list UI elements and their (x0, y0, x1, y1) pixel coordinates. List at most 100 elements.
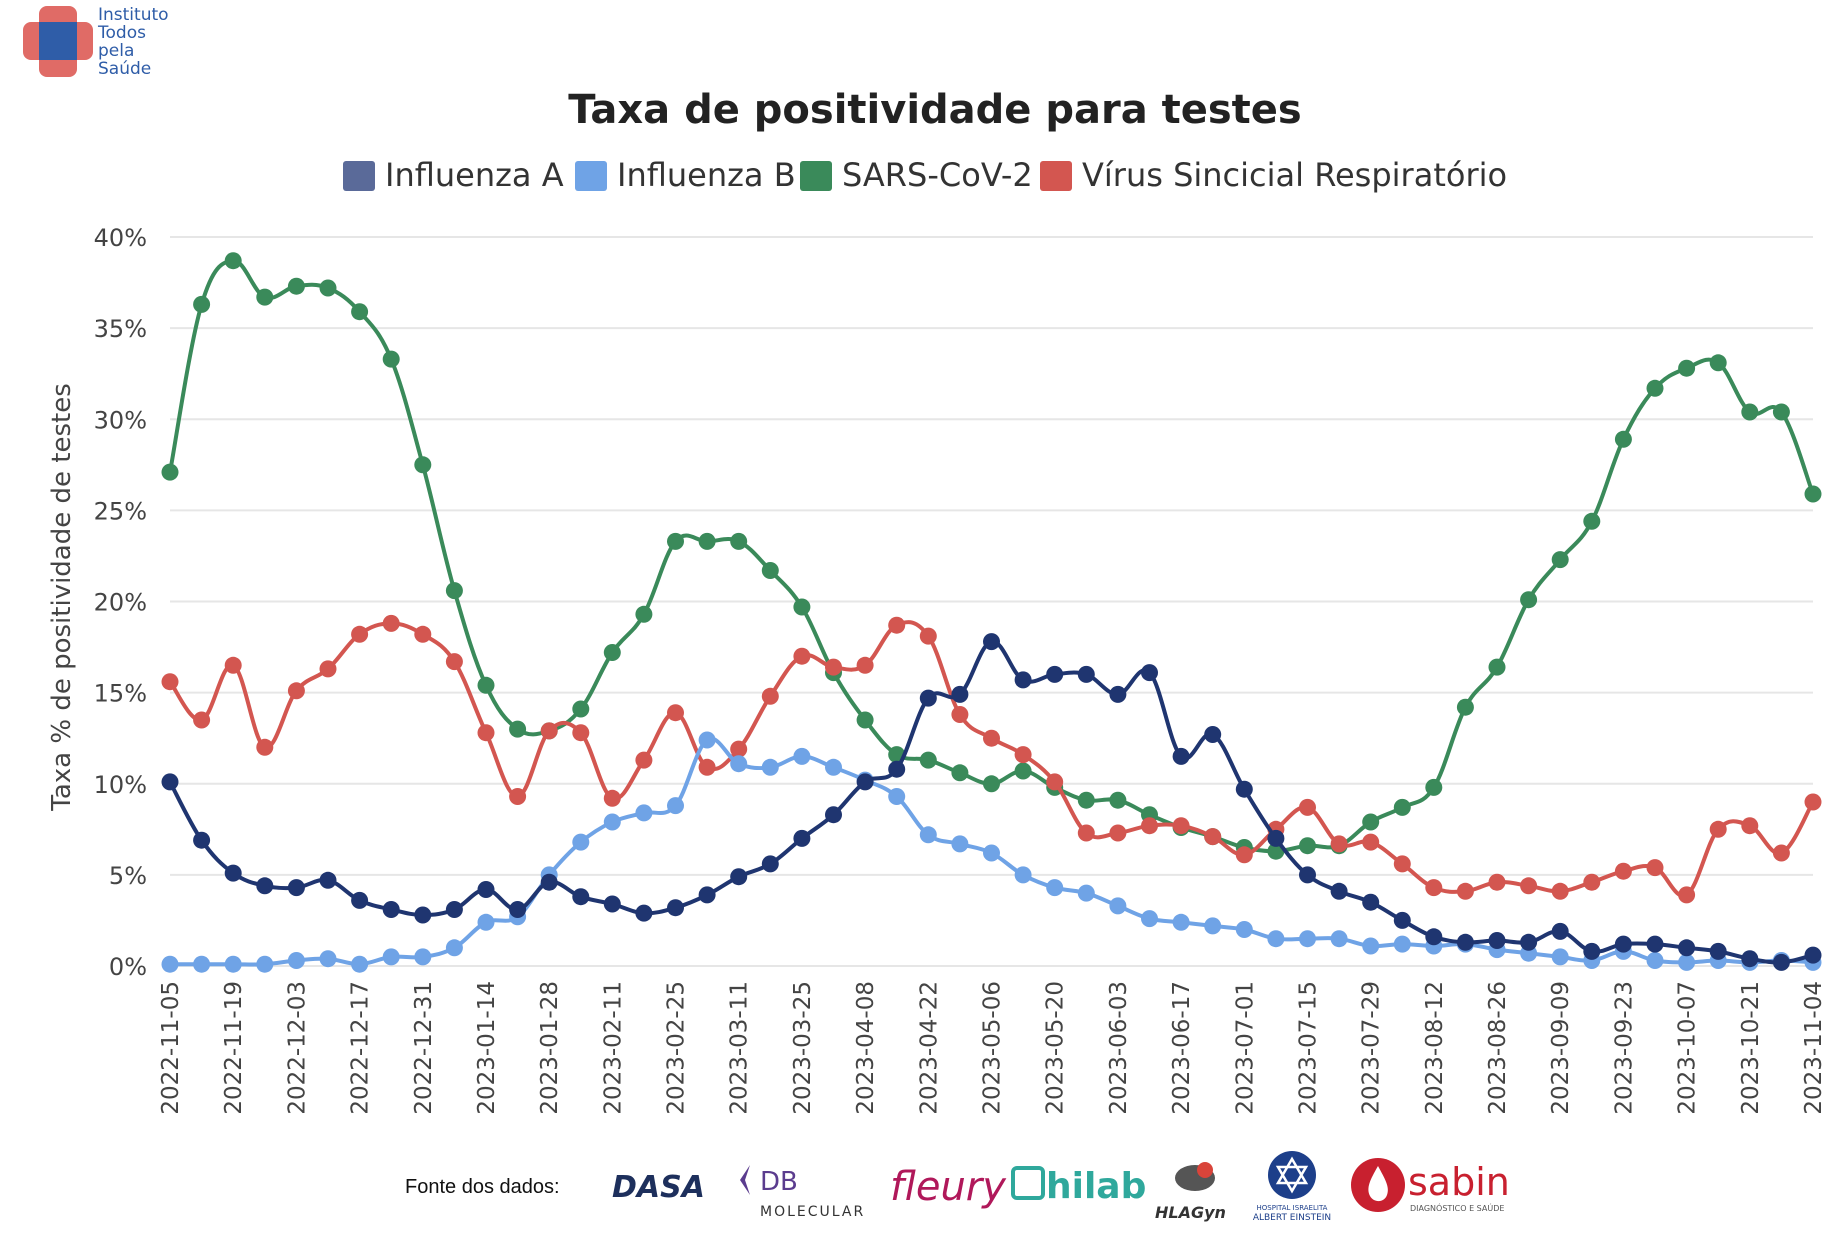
data-point-sars-cov-2 (1741, 403, 1759, 421)
y-tick-label: 10% (94, 771, 147, 799)
data-point-influenza-b (193, 955, 211, 973)
legend-label-sars-cov-2: SARS-CoV-2 (842, 156, 1033, 194)
data-point-virus-sincicial-respiratorio (983, 729, 1000, 747)
data-point-influenza-a (1267, 829, 1285, 847)
legend-swatch-sars-cov-2 (800, 161, 832, 191)
data-point-influenza-a (761, 855, 779, 873)
data-point-virus-sincicial-respiratorio (1709, 820, 1727, 838)
data-point-sars-cov-2 (1520, 591, 1538, 609)
data-point-influenza-a (224, 864, 242, 882)
y-axis-ticks: 0% 5% 10% 15% 20% 25% 30% 35% 40% (94, 224, 147, 981)
data-point-influenza-b (256, 955, 274, 973)
data-point-virus-sincicial-respiratorio (1646, 859, 1664, 877)
hilab-logo: hilab (1011, 1166, 1146, 1207)
y-tick-label: 5% (109, 862, 147, 890)
data-point-influenza-b (1109, 897, 1127, 915)
data-point-sars-cov-2 (1425, 778, 1443, 796)
y-axis-label: Taxa % de positividade de testes (47, 383, 77, 811)
data-point-influenza-a (572, 888, 590, 906)
x-tick-label: 2023-01-28 (537, 981, 563, 1115)
data-point-virus-sincicial-respiratorio (1678, 886, 1696, 904)
data-point-influenza-b (414, 948, 432, 966)
data-point-sars-cov-2 (1583, 512, 1601, 530)
data-point-virus-sincicial-respiratorio (635, 751, 653, 769)
data-point-influenza-a (1362, 893, 1380, 911)
sabin-drop (1368, 1166, 1388, 1202)
data-point-influenza-b (445, 939, 463, 957)
db-molecular-logo: DB MOLECULAR (740, 1165, 863, 1220)
x-tick-label: 2023-11-04 (1801, 981, 1827, 1115)
data-point-influenza-a (1425, 928, 1443, 946)
data-point-influenza-b (1267, 930, 1285, 948)
data-point-virus-sincicial-respiratorio (414, 625, 432, 643)
data-point-influenza-a (477, 881, 495, 898)
series-line-sars-cov-2 (168, 258, 1815, 854)
data-point-virus-sincicial-respiratorio (161, 673, 179, 691)
data-point-influenza-a (1204, 726, 1222, 743)
x-tick-label: 2023-05-06 (980, 981, 1006, 1115)
einstein-logo: HOSPITAL ISRAELITA ALBERT EINSTEIN (1253, 1151, 1331, 1223)
data-point-influenza-b (1330, 930, 1348, 948)
data-point-virus-sincicial-respiratorio (919, 627, 937, 645)
data-point-virus-sincicial-respiratorio (256, 738, 274, 756)
data-point-virus-sincicial-respiratorio (224, 656, 242, 674)
data-point-sars-cov-2 (193, 295, 211, 313)
data-point-sars-cov-2 (1456, 698, 1474, 716)
data-point-virus-sincicial-respiratorio (761, 687, 779, 705)
einstein-mark (1268, 1151, 1316, 1199)
data-point-sars-cov-2 (382, 350, 400, 368)
data-point-influenza-a (351, 891, 369, 909)
data-point-influenza-a (983, 633, 1000, 651)
data-point-influenza-b (888, 788, 906, 805)
institute-logo: Instituto Todos pela Saúde (23, 5, 169, 79)
institute-name-line-3: pela (98, 41, 134, 61)
y-tick-label: 35% (94, 315, 147, 343)
data-point-sars-cov-2 (224, 252, 242, 270)
x-tick-label: 2023-06-17 (1169, 981, 1195, 1115)
data-point-influenza-a (698, 886, 716, 904)
data-point-virus-sincicial-respiratorio (351, 625, 369, 643)
db-molecular-logo-text: DB (760, 1167, 798, 1197)
data-point-sars-cov-2 (256, 288, 274, 306)
data-point-sars-cov-2 (1393, 798, 1411, 816)
data-point-sars-cov-2 (856, 711, 874, 729)
dasa-logo-text: DASA (612, 1170, 705, 1205)
data-point-sars-cov-2 (161, 463, 179, 481)
data-point-virus-sincicial-respiratorio (730, 740, 748, 758)
data-point-influenza-a (951, 685, 969, 703)
x-tick-label: 2023-01-14 (474, 981, 500, 1115)
data-point-sars-cov-2 (1299, 837, 1316, 855)
data-point-influenza-a (1330, 882, 1348, 900)
sabin-logo-subtext: DIAGNÓSTICO E SAÚDE (1410, 1202, 1504, 1213)
chart-series (161, 252, 1822, 973)
data-point-influenza-b (287, 952, 305, 969)
data-point-sars-cov-2 (1804, 485, 1822, 503)
sources-label: Fonte dos dados: (405, 1176, 560, 1198)
data-point-influenza-b (698, 731, 716, 749)
data-point-influenza-a (1520, 933, 1538, 951)
data-point-sars-cov-2 (1109, 791, 1127, 809)
data-point-virus-sincicial-respiratorio (1551, 882, 1569, 900)
data-point-influenza-b (1299, 930, 1316, 948)
data-point-sars-cov-2 (603, 644, 621, 661)
data-point-influenza-a (793, 829, 811, 847)
data-point-sars-cov-2 (983, 775, 1000, 793)
data-point-influenza-a (1614, 935, 1632, 953)
data-point-virus-sincicial-respiratorio (319, 660, 337, 678)
x-tick-label: 2023-04-08 (853, 981, 879, 1115)
data-point-influenza-b (1172, 913, 1190, 931)
data-point-influenza-a (193, 831, 211, 849)
data-point-influenza-a (825, 806, 842, 824)
data-point-sars-cov-2 (414, 456, 432, 474)
fleury-logo-text: fleury (890, 1164, 1007, 1210)
x-tick-label: 2022-12-03 (284, 981, 310, 1115)
data-point-influenza-a (1741, 950, 1759, 968)
x-tick-label: 2023-09-23 (1611, 981, 1637, 1115)
y-tick-label: 40% (94, 224, 147, 252)
data-point-virus-sincicial-respiratorio (951, 706, 969, 723)
data-point-sars-cov-2 (635, 605, 653, 623)
data-point-sars-cov-2 (698, 532, 716, 550)
legend-label-virus-sincicial-respiratorio: Vírus Sincicial Respiratório (1082, 156, 1507, 194)
y-tick-label: 15% (94, 680, 147, 708)
